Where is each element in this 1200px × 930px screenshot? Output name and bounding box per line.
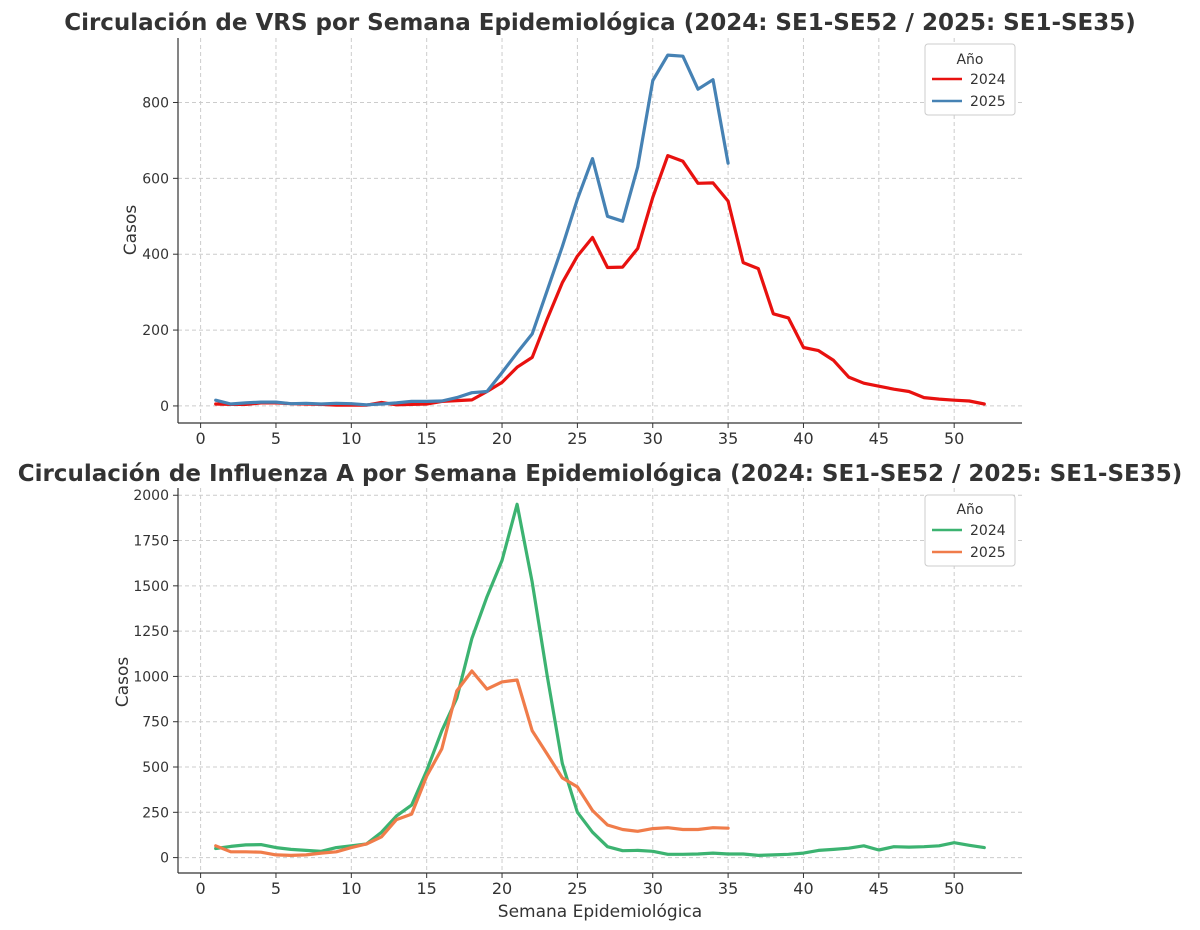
influenza-series bbox=[214, 502, 986, 858]
vrs-x-ticks: 0 5 10 15 20 25 30 35 40 45 50 bbox=[196, 423, 964, 448]
vrs-y-tick-label: 400 bbox=[142, 247, 169, 263]
vrs-legend-label-2024: 2024 bbox=[970, 72, 1006, 88]
influenza-x-tick-label: 10 bbox=[341, 879, 361, 898]
vrs-y-tick-label: 800 bbox=[142, 95, 169, 111]
influenza-legend-label-2025: 2025 bbox=[970, 545, 1006, 561]
influenza-chart: Circulación de Influenza A por Semana Ep… bbox=[18, 461, 1183, 922]
influenza-y-tick-label: 1750 bbox=[133, 534, 169, 550]
vrs-y-tick-label: 0 bbox=[160, 399, 169, 415]
vrs-legend: Año 2024 2025 bbox=[924, 43, 1016, 116]
vrs-y-tick-label: 200 bbox=[142, 323, 169, 339]
influenza-y-axis-label: Casos bbox=[113, 657, 133, 708]
vrs-x-tick-label: 45 bbox=[869, 429, 889, 448]
vrs-x-tick-label: 35 bbox=[718, 429, 738, 448]
influenza-x-tick-label: 25 bbox=[567, 879, 587, 898]
influenza-y-ticks: 0 250 500 750 1000 1250 1500 1750 2000 bbox=[133, 488, 178, 867]
vrs-x-tick-label: 30 bbox=[643, 429, 663, 448]
vrs-chart-title: Circulación de VRS por Semana Epidemioló… bbox=[64, 10, 1136, 36]
vrs-x-tick-label: 15 bbox=[416, 429, 436, 448]
influenza-y-tick-label: 2000 bbox=[133, 488, 169, 504]
influenza-x-tick-label: 50 bbox=[944, 879, 964, 898]
vrs-x-tick-label: 50 bbox=[944, 429, 964, 448]
vrs-legend-box bbox=[924, 43, 1016, 116]
influenza-x-axis-label: Semana Epidemiológica bbox=[498, 902, 702, 922]
influenza-x-tick-label: 15 bbox=[416, 879, 436, 898]
vrs-y-ticks: 0 200 400 600 800 bbox=[142, 95, 178, 415]
influenza-y-tick-label: 1500 bbox=[133, 579, 169, 595]
influenza-y-tick-label: 1250 bbox=[133, 624, 169, 640]
vrs-x-tick-label: 25 bbox=[567, 429, 587, 448]
influenza-chart-title: Circulación de Influenza A por Semana Ep… bbox=[18, 461, 1183, 487]
vrs-gridlines bbox=[178, 38, 1022, 423]
influenza-series-line-2024 bbox=[214, 502, 986, 858]
influenza-y-tick-label: 0 bbox=[160, 851, 169, 867]
influenza-y-tick-label: 1000 bbox=[133, 669, 169, 685]
vrs-x-tick-label: 10 bbox=[341, 429, 361, 448]
influenza-gridlines bbox=[178, 488, 1022, 873]
influenza-x-tick-label: 45 bbox=[869, 879, 889, 898]
influenza-y-tick-label: 750 bbox=[142, 715, 169, 731]
influenza-x-tick-label: 20 bbox=[492, 879, 512, 898]
vrs-axes bbox=[177, 38, 1022, 424]
vrs-legend-label-2025: 2025 bbox=[970, 94, 1006, 110]
influenza-y-tick-label: 500 bbox=[142, 760, 169, 776]
vrs-y-axis-label: Casos bbox=[121, 205, 141, 256]
vrs-x-tick-label: 0 bbox=[196, 429, 206, 448]
vrs-series bbox=[214, 53, 986, 407]
vrs-y-tick-label: 600 bbox=[142, 171, 169, 187]
influenza-x-tick-label: 5 bbox=[271, 879, 281, 898]
vrs-x-tick-label: 5 bbox=[271, 429, 281, 448]
influenza-legend-label-2024: 2024 bbox=[970, 523, 1006, 539]
influenza-series-line-2025 bbox=[214, 669, 730, 858]
influenza-x-tick-label: 30 bbox=[643, 879, 663, 898]
vrs-chart: Circulación de VRS por Semana Epidemioló… bbox=[64, 10, 1136, 448]
influenza-legend: Año 2024 2025 bbox=[924, 494, 1016, 567]
vrs-x-tick-label: 40 bbox=[793, 429, 813, 448]
influenza-x-tick-label: 35 bbox=[718, 879, 738, 898]
vrs-legend-title: Año bbox=[956, 52, 983, 68]
influenza-x-ticks: 0 5 10 15 20 25 30 35 40 45 50 bbox=[196, 873, 964, 898]
vrs-series-line-2025 bbox=[214, 53, 730, 407]
influenza-y-tick-label: 250 bbox=[142, 805, 169, 821]
influenza-x-tick-label: 40 bbox=[793, 879, 813, 898]
influenza-legend-title: Año bbox=[956, 502, 983, 518]
vrs-series-line-2024 bbox=[214, 154, 986, 407]
vrs-x-tick-label: 20 bbox=[492, 429, 512, 448]
influenza-legend-box bbox=[924, 494, 1016, 567]
influenza-axes bbox=[177, 488, 1022, 874]
influenza-x-tick-label: 0 bbox=[196, 879, 206, 898]
